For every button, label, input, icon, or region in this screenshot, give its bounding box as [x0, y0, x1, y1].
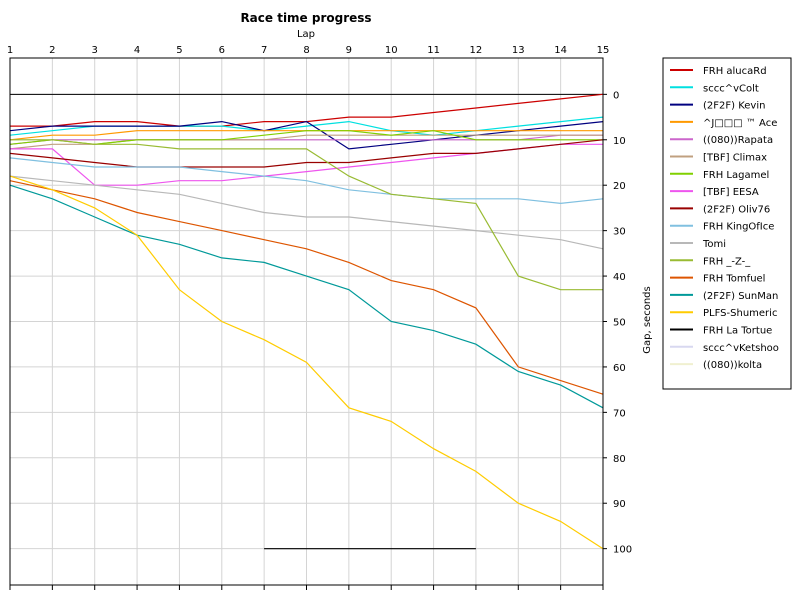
x-tick-label: 8 — [303, 45, 309, 56]
y-tick-label: 90 — [613, 499, 626, 510]
y-axis-label: Gap, seconds — [642, 286, 653, 353]
legend-entry: [TBF] Climax — [703, 153, 767, 164]
chart-title: Race time progress — [240, 11, 371, 25]
legend-entry: FRH KingOfIce — [703, 222, 774, 233]
legend-entry: ((080))Rapata — [703, 135, 773, 146]
series-line-2f2f-sunman — [9, 184, 604, 409]
x-tick-label: 7 — [261, 45, 267, 56]
series-line-frh-kingofice — [9, 157, 604, 205]
y-tick-labels: 0 10 20 30 40 50 60 70 80 90 100 — [613, 90, 632, 555]
legend-entry: ^J□□□ ™ Ace — [703, 118, 777, 129]
legend-entry: FRH La Tortue — [703, 326, 772, 337]
series-lines — [9, 93, 604, 550]
y-tick-label: 30 — [613, 227, 626, 238]
legend-entry: PLFS-Shumeric — [703, 308, 777, 319]
x-tick-label: 6 — [219, 45, 225, 56]
grid — [9, 58, 607, 590]
y-tick-label: 80 — [613, 454, 626, 465]
x-tick-label: 13 — [512, 45, 525, 56]
legend-box — [662, 57, 792, 390]
series-line-frh-z — [10, 139, 603, 291]
x-tick-label: 11 — [427, 45, 440, 56]
x-tick-labels: 1 2 3 4 5 6 7 8 9 10 11 12 13 14 15 — [7, 45, 610, 56]
series-line-tomi — [9, 175, 604, 250]
legend-entry: (2F2F) Oliv76 — [703, 204, 770, 215]
legend-entry: ((080))kolta — [703, 360, 762, 371]
legend-entry: sccc^vKetshoo — [703, 343, 779, 354]
series-line-frh-tomfuel — [9, 180, 604, 395]
y-tick-label: 100 — [613, 545, 632, 556]
legend-entry: FRH alucaRd — [703, 66, 767, 77]
legend-entry: FRH _-Z-_ — [703, 256, 751, 267]
x-tick-label: 9 — [346, 45, 352, 56]
legend-entry: FRH Lagamel — [703, 170, 769, 181]
legend: FRH alucaRd sccc^vColt (2F2F) Kevin ^J□□□ ™… — [662, 57, 792, 390]
legend-entry: (2F2F) Kevin — [703, 101, 765, 112]
series-line-2f2f-oliv76 — [9, 139, 604, 168]
legend-entry: (2F2F) SunMan — [703, 291, 778, 302]
x-tick-label: 15 — [597, 45, 610, 56]
y-tick-label: 60 — [613, 363, 626, 374]
x-tick-label: 4 — [134, 45, 140, 56]
y-tick-label: 70 — [613, 408, 626, 419]
legend-entry: Tomi — [702, 239, 726, 250]
x-tick-label: 1 — [7, 45, 13, 56]
series-line-2f2f-kevin — [9, 120, 604, 150]
legend-entry: [TBF] EESA — [703, 187, 759, 198]
y-tick-label: 20 — [613, 181, 626, 192]
y-tick-label: 10 — [613, 136, 626, 147]
x-tick-label: 14 — [554, 45, 567, 56]
x-tick-label: 10 — [385, 45, 398, 56]
x-tick-label: 12 — [470, 45, 483, 56]
plot-frame — [9, 57, 604, 586]
x-tick-label: 2 — [49, 45, 55, 56]
y-tick-label: 50 — [613, 318, 626, 329]
x-axis-label: Lap — [297, 29, 315, 40]
y-tick-label: 0 — [613, 90, 619, 101]
series-line-frh-lagamel — [9, 130, 603, 145]
series-line-plfs-shumeric — [9, 175, 604, 550]
x-tick-label: 3 — [92, 45, 98, 56]
y-tick-label: 40 — [613, 272, 626, 283]
legend-entry: sccc^vColt — [703, 83, 759, 94]
x-tick-label: 5 — [176, 45, 182, 56]
legend-entry: FRH Tomfuel — [703, 274, 765, 285]
